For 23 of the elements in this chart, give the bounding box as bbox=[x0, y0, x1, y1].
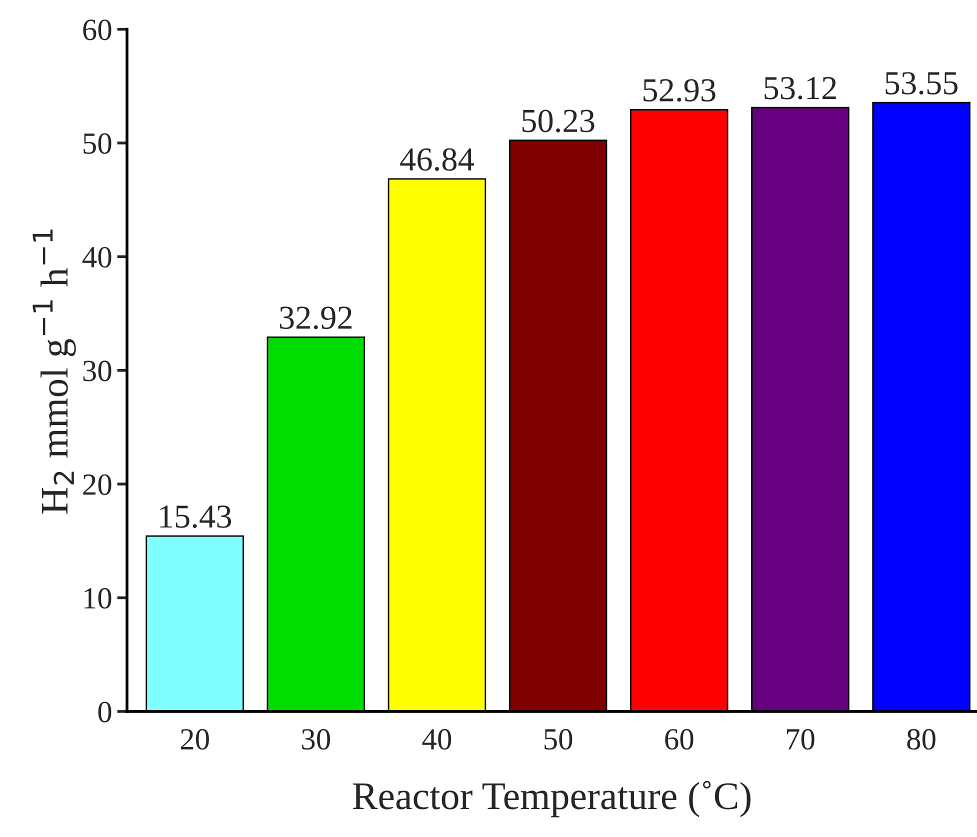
x-tick-label: 70 bbox=[786, 729, 814, 750]
x-tick-label: 30 bbox=[302, 729, 330, 750]
y-tick-label: 60 bbox=[83, 20, 112, 40]
data-label: 53.55 bbox=[886, 72, 958, 95]
x-tick-label: 40 bbox=[422, 729, 452, 750]
data-label: 50.23 bbox=[522, 110, 594, 132]
x-axis-title: Reactor Temperature (˚C) bbox=[352, 780, 750, 818]
y-tick-label: 40 bbox=[82, 246, 112, 268]
y-tick-label: 0 bbox=[98, 702, 112, 722]
x-tick-label: 60 bbox=[665, 729, 694, 750]
data-label: 53.12 bbox=[764, 76, 836, 100]
y-axis-title: H$_{2}$ mmol g$^{−1}$ h$^{−1}$ bbox=[32, 230, 76, 514]
data-label: 52.93 bbox=[644, 79, 716, 102]
data-label: 46.84 bbox=[400, 148, 474, 171]
x-tick-label: 80 bbox=[907, 729, 936, 750]
x-tick-label: 50 bbox=[544, 729, 572, 750]
data-label: 15.43 bbox=[160, 505, 232, 528]
y-tick-label: 50 bbox=[84, 133, 112, 154]
y-tick-label: 20 bbox=[83, 474, 112, 495]
data-label: 32.92 bbox=[280, 306, 352, 330]
x-tick-label: 20 bbox=[180, 729, 209, 750]
y-tick-label: 30 bbox=[83, 360, 112, 382]
y-tick-label: 10 bbox=[84, 588, 112, 609]
